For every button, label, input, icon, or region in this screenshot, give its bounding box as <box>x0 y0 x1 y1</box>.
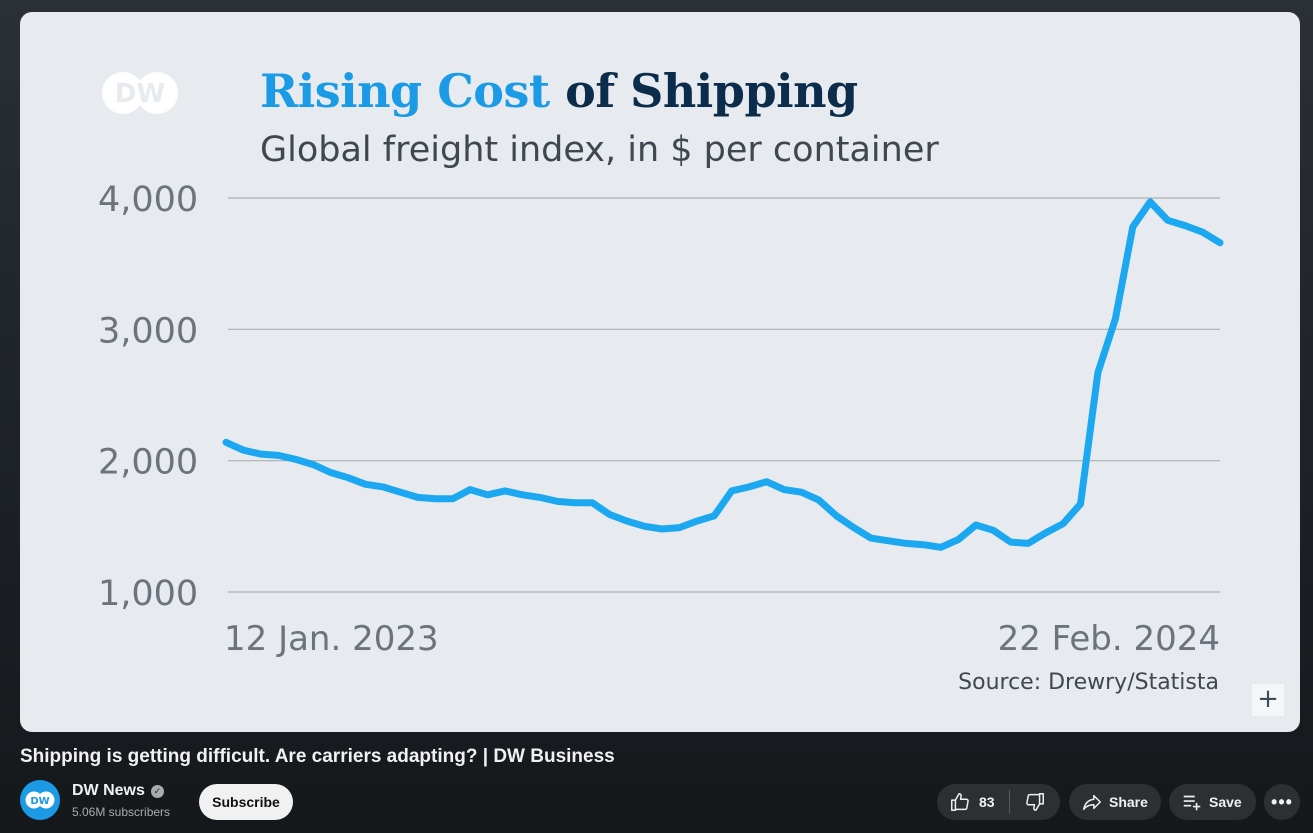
avatar-text: DW <box>30 796 49 807</box>
video-title: Shipping is getting difficult. Are carri… <box>20 746 615 767</box>
y-tick-label: 3,000 <box>98 311 198 351</box>
save-playlist-icon <box>1181 791 1203 813</box>
chart-title: Rising Cost of Shipping <box>260 64 858 118</box>
freight-index-line <box>222 198 1224 551</box>
thumbs-down-icon <box>1024 791 1046 813</box>
y-tick-label: 2,000 <box>98 443 198 483</box>
y-tick-label: 4,000 <box>98 180 198 220</box>
save-label: Save <box>1209 794 1242 810</box>
freight-chart: 1,000 2,000 3,000 4,000 12 Jan. 2023 22 Feb.… <box>98 180 1224 659</box>
like-dislike-group: 83 <box>937 784 1060 820</box>
dislike-button[interactable] <box>1010 784 1060 820</box>
more-icon: ••• <box>1271 791 1293 812</box>
chart-title-rest: of Shipping <box>565 64 858 118</box>
y-tick-label: 1,000 <box>98 574 198 614</box>
subscribe-button[interactable]: Subscribe <box>199 784 293 820</box>
avatar[interactable]: DW <box>20 780 60 820</box>
dw-logo: DW <box>100 70 182 116</box>
chart-source: Source: Drewry/Statista <box>958 670 1219 695</box>
plus-icon[interactable]: + <box>1252 684 1284 716</box>
video-player[interactable]: 1,000 2,000 3,000 4,000 12 Jan. 2023 22 Feb.… <box>20 12 1300 732</box>
subscriber-count: 5.06M subscribers <box>72 805 171 819</box>
like-button[interactable]: 83 <box>937 784 1009 820</box>
chart-x-tick-labels: 12 Jan. 2023 22 Feb. 2024 <box>224 619 1220 659</box>
chart-y-tick-labels: 1,000 2,000 3,000 4,000 <box>98 180 198 614</box>
share-label: Share <box>1109 794 1148 810</box>
x-tick-label: 22 Feb. 2024 <box>998 619 1220 659</box>
share-button[interactable]: Share <box>1069 784 1161 820</box>
like-divider <box>1009 790 1010 814</box>
more-actions-button[interactable]: ••• <box>1264 784 1300 820</box>
x-tick-label: 12 Jan. 2023 <box>224 619 439 659</box>
chart-subtitle: Global freight index, in $ per container <box>260 130 939 170</box>
dw-logo-text: DW <box>115 79 165 109</box>
like-count: 83 <box>979 794 995 810</box>
channel-name[interactable]: DW News ✓ <box>72 782 164 800</box>
share-icon <box>1081 791 1103 813</box>
thumbs-up-icon <box>949 791 971 813</box>
channel-name-text[interactable]: DW News <box>72 782 145 799</box>
verified-icon: ✓ <box>150 784 164 798</box>
chart-gridlines <box>228 197 1220 593</box>
save-button[interactable]: Save <box>1169 784 1256 820</box>
chart-title-highlight: Rising Cost <box>260 64 550 118</box>
chart-series-line <box>222 198 1224 551</box>
